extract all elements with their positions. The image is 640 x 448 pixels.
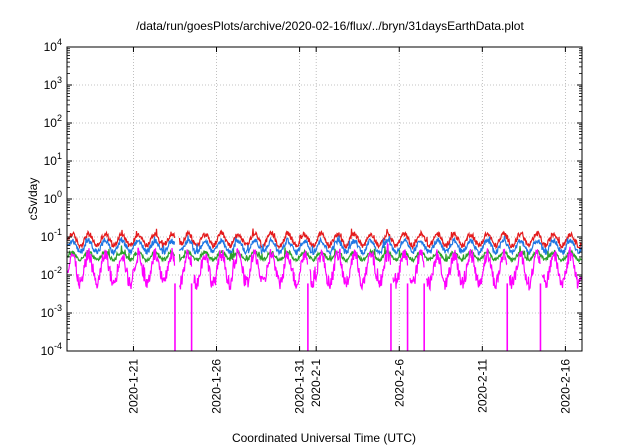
y-axis: 10-4 10-3 10-2 10-1 100 101 102 103 104 [41,37,582,358]
series-line-4 [309,242,392,291]
x-tick-label: 2020-1-21 [126,359,140,414]
x-tick-label: 2020-1-26 [210,359,224,414]
chart-title: /data/run/goesPlots/archive/2020-02-16/f… [136,19,524,33]
series-line-4 [409,249,425,285]
series-line-4 [193,247,309,290]
series-line-2 [178,235,582,257]
y-tick-label: 104 [44,37,62,54]
y-tick-label: 100 [44,189,62,206]
series-line-2 [67,236,176,256]
y-axis-label: cSv/day [26,178,40,221]
series-line-4 [425,248,508,292]
y-tick-label: 10-4 [41,341,62,358]
series-band-4 [66,242,583,292]
plot-area [66,228,583,351]
series-line-4 [66,247,176,290]
x-axis: 2020-1-21 2020-1-26 2020-1-31 2020-2-1 2020-… [126,47,572,414]
series-line-3 [178,245,582,264]
x-tick-label: 2020-2-11 [475,359,489,413]
y-tick-label: 10-3 [41,303,62,320]
series-line-4 [178,249,193,290]
x-tick-label: 2020-2-6 [392,359,406,407]
series-line-3 [66,245,176,264]
y-tick-label: 10-2 [41,265,62,282]
y-tick-label: 103 [44,75,62,92]
series-line-1 [66,228,176,250]
y-tick-label: 10-1 [41,227,62,244]
plot-frame [66,46,583,352]
x-tick-label: 2020-2-16 [558,359,572,414]
x-tick-label: 2020-2-1 [309,359,323,407]
series-line-4 [392,249,409,289]
x-axis-label: Coordinated Universal Time (UTC) [232,431,416,445]
series-line-4 [508,249,541,291]
grid [67,47,582,351]
series-band-2 [67,235,582,257]
y-tick-label: 102 [44,113,62,130]
x-tick-label: 2020-1-31 [293,359,307,414]
series-line-1 [178,228,582,250]
series-band-3 [66,245,582,264]
y-tick-label: 101 [44,151,62,168]
series-band-1 [66,228,582,250]
series-line-4 [541,246,583,289]
